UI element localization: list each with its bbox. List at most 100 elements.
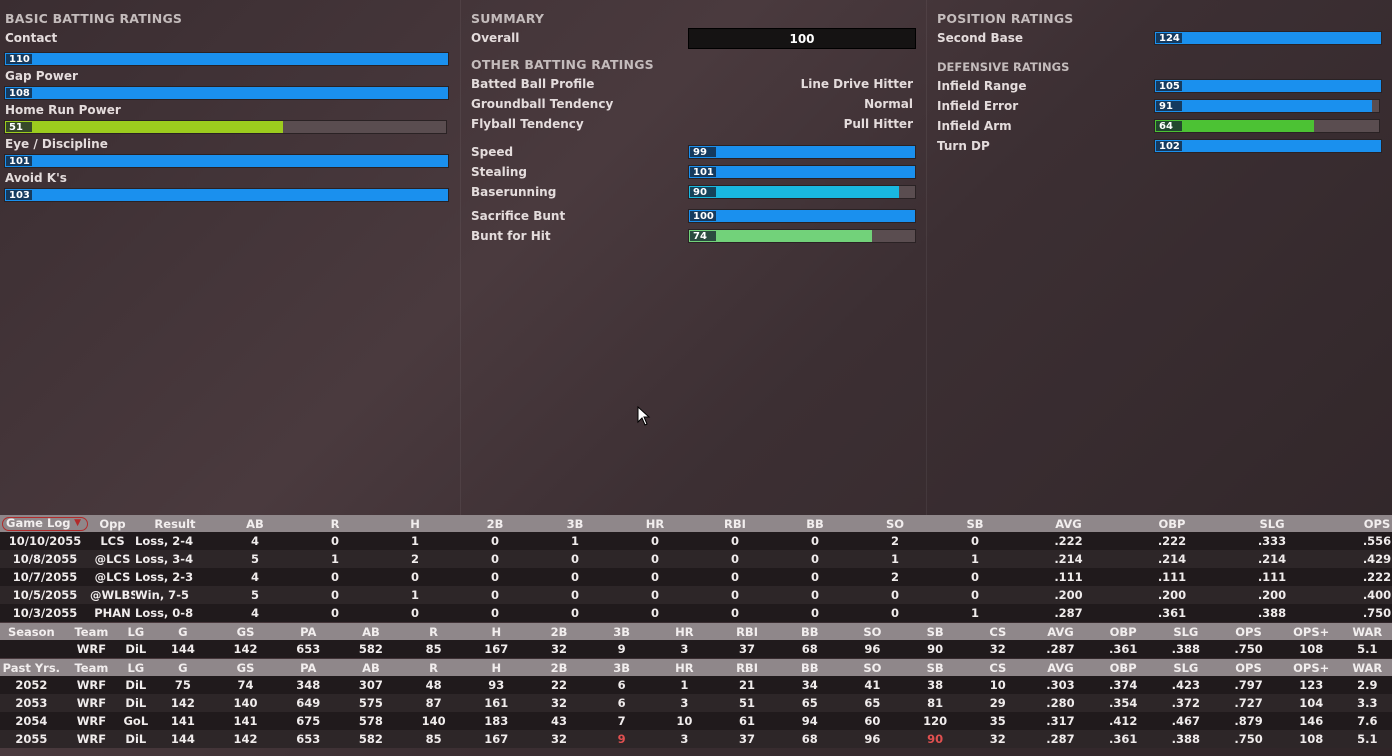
season-header-r[interactable]: R — [402, 623, 465, 640]
season-cell: 32 — [527, 640, 591, 658]
game-log-row[interactable]: 10/3/2055 PHAN Loss, 0-8 4 0 0 0 0 0 0 0 0 1.287.361… — [0, 604, 1392, 622]
game-log-select[interactable]: Game Log ▼ — [0, 515, 90, 532]
season-header-obp[interactable]: OBP — [1091, 623, 1155, 640]
game-log-header-opp[interactable]: Opp — [90, 515, 135, 532]
season-header-bb[interactable]: BB — [778, 623, 842, 640]
eye-discipline-bar: 101 — [4, 154, 449, 168]
season-header-hr[interactable]: HR — [653, 623, 716, 640]
season-header-war[interactable]: WAR — [1342, 623, 1392, 640]
game-log-header-r[interactable]: R — [295, 515, 375, 532]
game-log-cell: LCS — [90, 532, 135, 550]
season-header-g[interactable]: G — [151, 623, 215, 640]
past-years-cell: 37 — [715, 730, 779, 748]
season-header-h[interactable]: H — [464, 623, 528, 640]
season-cell: 9 — [590, 640, 653, 658]
game-log-header-ab[interactable]: AB — [215, 515, 295, 532]
season-header-pa[interactable]: PA — [276, 623, 340, 640]
past-years-header-team[interactable]: Team — [62, 659, 121, 676]
season-header-rbi[interactable]: RBI — [715, 623, 779, 640]
past-years-header-obp[interactable]: OBP — [1091, 659, 1155, 676]
game-log-header-2b[interactable]: 2B — [455, 515, 535, 532]
past-years-cell: 61 — [715, 712, 779, 730]
game-log-header-slg[interactable]: SLG — [1222, 515, 1322, 532]
game-log-header-3b[interactable]: 3B — [535, 515, 615, 532]
batted-ball-profile-label: Batted Ball Profile — [471, 77, 595, 91]
past-years-header-ab[interactable]: AB — [339, 659, 403, 676]
season-header-ops[interactable]: OPS — [1217, 623, 1280, 640]
past-years-header-h[interactable]: H — [464, 659, 528, 676]
past-years-header-ops[interactable]: OPS+ — [1279, 659, 1343, 676]
season-header-lg[interactable]: LG — [120, 623, 152, 640]
past-years-cell: .467 — [1154, 712, 1218, 730]
past-years-cell: 35 — [966, 712, 1030, 730]
past-years-cell: 120 — [903, 712, 967, 730]
game-log-row[interactable]: 10/7/2055 @LCS Loss, 2-3 4 0 0 0 0 0 0 0 2 0.111.111… — [0, 568, 1392, 586]
season-header-cs[interactable]: CS — [966, 623, 1030, 640]
season-header-season[interactable]: Season — [0, 623, 63, 640]
season-header-slg[interactable]: SLG — [1154, 623, 1218, 640]
season-header-ab[interactable]: AB — [339, 623, 403, 640]
game-log-header-so[interactable]: SO — [855, 515, 935, 532]
past-years-header-lg[interactable]: LG — [120, 659, 152, 676]
season-cell: 144 — [151, 640, 215, 658]
past-years-header-bb[interactable]: BB — [778, 659, 842, 676]
other-batting-title: OTHER BATTING RATINGS — [471, 57, 654, 72]
past-years-header-2b[interactable]: 2B — [527, 659, 591, 676]
past-years-header-so[interactable]: SO — [841, 659, 904, 676]
past-years-header-3b[interactable]: 3B — [590, 659, 653, 676]
past-years-row[interactable]: 2054 WRF GoL 141 141 675 578 140 183 43 7 10 61 94 60 1… — [0, 712, 1392, 730]
season-header-team[interactable]: Team — [62, 623, 121, 640]
game-log-header-bb[interactable]: BB — [775, 515, 855, 532]
season-header-gs[interactable]: GS — [214, 623, 277, 640]
chevron-down-icon[interactable]: ▼ — [74, 518, 81, 528]
season-header-2b[interactable]: 2B — [527, 623, 591, 640]
past-years-header-pa[interactable]: PA — [276, 659, 340, 676]
season-header-so[interactable]: SO — [841, 623, 904, 640]
past-years-row[interactable]: 2052 WRF DiL 75 74 348 307 48 93 22 6 1 21 34 41 38 10.3… — [0, 676, 1392, 694]
groundball-tendency-label: Groundball Tendency — [471, 97, 614, 111]
game-log-header-avg[interactable]: AVG — [1015, 515, 1122, 532]
game-log-cell: 0 — [775, 586, 855, 604]
past-years-header-ops[interactable]: OPS — [1217, 659, 1280, 676]
past-years-header-gs[interactable]: GS — [214, 659, 277, 676]
past-years-cell: 32 — [966, 730, 1030, 748]
season-header-avg[interactable]: AVG — [1029, 623, 1092, 640]
past-years-cell: WRF — [62, 694, 121, 712]
past-years-header-r[interactable]: R — [402, 659, 465, 676]
past-years-header-cs[interactable]: CS — [966, 659, 1030, 676]
game-log-cell: PHAN — [90, 604, 135, 622]
past-years-row[interactable]: 2053 WRF DiL 142 140 649 575 87 161 32 6 3 51 65 65 81 2… — [0, 694, 1392, 712]
season-header-ops[interactable]: OPS+ — [1279, 623, 1343, 640]
avoid-ks-bar: 103 — [4, 188, 449, 202]
game-log-cell: 0 — [935, 532, 1015, 550]
past-years-row[interactable]: 2055 WRF DiL 144 142 653 582 85 167 32 9 3 37 68 96 90 3… — [0, 730, 1392, 748]
past-years-header-avg[interactable]: AVG — [1029, 659, 1092, 676]
game-log-header-obp[interactable]: OBP — [1122, 515, 1222, 532]
game-log-row[interactable]: 10/8/2055 @LCS Loss, 3-4 5 1 2 0 0 0 0 0 1 1.214.214… — [0, 550, 1392, 568]
game-log-header-result[interactable]: Result — [135, 515, 215, 532]
past-years-header-g[interactable]: G — [151, 659, 215, 676]
past-years-header-hr[interactable]: HR — [653, 659, 716, 676]
season-row[interactable]: WRF DiL 144 142 653 582 85 167 32 9 3 37 68 96 90 32.28… — [0, 640, 1392, 658]
game-log-cell: 0 — [455, 550, 535, 568]
game-log-cell: Win, 7-5 — [135, 586, 215, 604]
past-years-header-rbi[interactable]: RBI — [715, 659, 779, 676]
past-years-header-sb[interactable]: SB — [903, 659, 967, 676]
game-log-header-sb[interactable]: SB — [935, 515, 1015, 532]
game-log-cell: 0 — [535, 604, 615, 622]
game-log-header-h[interactable]: H — [375, 515, 455, 532]
game-log-header-hr[interactable]: HR — [615, 515, 695, 532]
game-log-cell: 10/3/2055 — [0, 604, 90, 622]
past-years-header-slg[interactable]: SLG — [1154, 659, 1218, 676]
past-years-cell: 21 — [715, 676, 779, 694]
game-log-header-rbi[interactable]: RBI — [695, 515, 775, 532]
past-years-header-past-yrs[interactable]: Past Yrs. — [0, 659, 63, 676]
past-years-header-war[interactable]: WAR — [1342, 659, 1392, 676]
season-header-sb[interactable]: SB — [903, 623, 967, 640]
game-log-row[interactable]: 10/10/2055 LCS Loss, 2-4 4 0 1 0 1 0 0 0 2 0.222.222… — [0, 532, 1392, 550]
game-log-row[interactable]: 10/5/2055 @WLBS Win, 7-5 5 0 1 0 0 0 0 0 0 0.200.200… — [0, 586, 1392, 604]
game-log-header-ops[interactable]: OPS — [1322, 515, 1392, 532]
season-header-3b[interactable]: 3B — [590, 623, 653, 640]
past-years-cell: 142 — [214, 730, 277, 748]
past-years-cell: 22 — [527, 676, 591, 694]
